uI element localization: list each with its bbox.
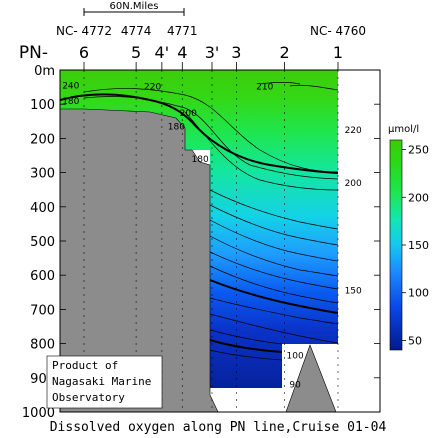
y-tick-label-1: 100 — [30, 98, 55, 113]
colorbar-unit: μmol/l — [388, 124, 419, 135]
station-label-6: 2 — [279, 43, 289, 62]
credit-box: Product of Nagasaki Marine Observatory — [46, 355, 163, 409]
y-tick-label-8: 800 — [30, 338, 55, 353]
contour-label-2: 220 — [144, 82, 161, 92]
credit-line-3: Observatory — [52, 391, 125, 404]
contour-label-11: 90 — [289, 381, 301, 391]
y-tick-label-5: 500 — [30, 235, 55, 250]
colorbar-tick-label-1: 100 — [408, 287, 429, 300]
colorbar-ramp — [389, 139, 403, 351]
y-tick-label-2: 200 — [30, 132, 55, 147]
contour-labels: 240 180 220 210 200 180 180 220 200 150 100 90 — [62, 81, 362, 390]
contour-label-4: 200 — [180, 109, 197, 119]
station-lines — [83, 70, 339, 412]
colorbar-tick-label-3: 200 — [408, 191, 429, 204]
y-tick-label-7: 700 — [30, 303, 55, 318]
contour-label-1: 180 — [62, 97, 79, 107]
chart-title: Dissolved oxygen along PN line,Cruise 01… — [50, 420, 387, 435]
contour-label-8: 200 — [345, 179, 362, 189]
station-label-1: 5 — [131, 43, 141, 62]
station-label-5: 3 — [231, 43, 241, 62]
distance-scale-label: 60N.Miles — [110, 1, 159, 12]
contour-label-3: 210 — [256, 82, 273, 92]
colorbar-tick-label-2: 150 — [408, 239, 429, 252]
oxygen-field — [60, 70, 338, 388]
station-header: PN- 6 5 4' 4 3' 3 2 1 NC- 4772 4774 4771 NC- 4760 — [19, 24, 366, 70]
station-label-2: 4' — [155, 43, 170, 62]
distance-scale: 60N.Miles — [83, 1, 185, 16]
cruise-id-1: 4774 — [121, 24, 152, 38]
contour-lines — [83, 82, 339, 361]
y-tick-label-6: 600 — [30, 269, 55, 284]
station-label-3: 4 — [177, 43, 187, 62]
thick-contour-lines — [60, 93, 339, 353]
contour-label-10: 100 — [287, 352, 304, 362]
contour-label-7: 220 — [345, 126, 362, 136]
colorbar: μmol/l 50 100 150 200 250 — [388, 124, 429, 351]
contour-label-0: 240 — [62, 81, 79, 91]
station-label-0: 6 — [79, 43, 89, 62]
y-tick-label-0: 0m — [34, 64, 55, 79]
credit-line-2: Nagasaki Marine — [52, 375, 151, 388]
y-tick-label-4: 400 — [30, 201, 55, 216]
line-label: PN- — [19, 43, 48, 63]
station-label-7: 1 — [333, 43, 343, 62]
colorbar-tick-label-0: 50 — [408, 334, 422, 347]
contour-label-5: 180 — [168, 122, 185, 132]
credit-line-1: Product of — [52, 359, 118, 372]
cruise-id-3: NC- 4760 — [310, 24, 366, 38]
y-tick-label-10: 1000 — [22, 406, 55, 421]
colorbar-tick-label-4: 250 — [408, 144, 429, 157]
y-tick-label-3: 300 — [30, 167, 55, 182]
cruise-id-2: 4771 — [167, 24, 198, 38]
cruise-id-0: NC- 4772 — [56, 24, 112, 38]
contour-label-9: 150 — [345, 287, 362, 297]
contour-label-6: 180 — [192, 155, 209, 165]
station-label-4: 3' — [205, 43, 220, 62]
